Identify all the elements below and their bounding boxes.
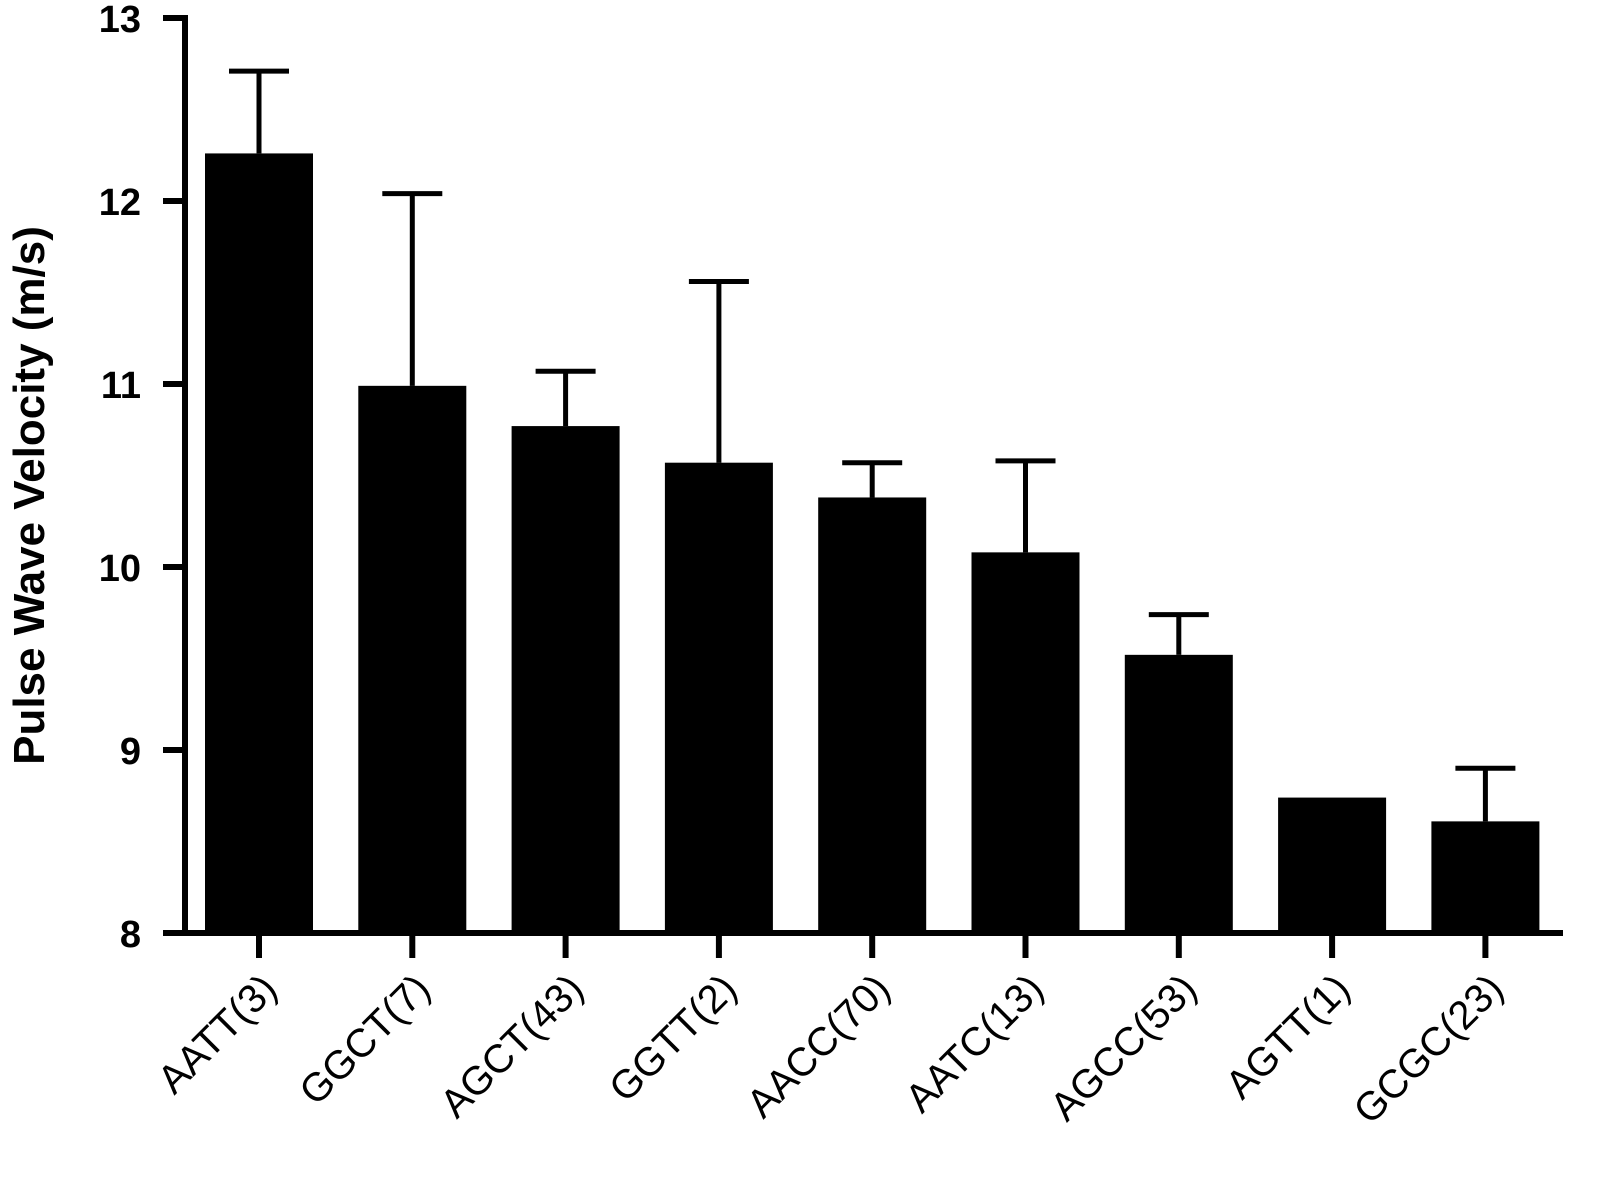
bar xyxy=(358,385,467,934)
bar xyxy=(1124,654,1233,933)
y-axis-label: Pulse Wave Velocity (m/s) xyxy=(5,226,54,765)
y-tick-label: 8 xyxy=(120,914,141,956)
y-tick-label: 12 xyxy=(99,182,141,224)
bar xyxy=(205,153,313,934)
y-tick-label: 9 xyxy=(120,731,141,773)
y-tick-label: 13 xyxy=(99,0,141,41)
x-tick-label: AGCC(53) xyxy=(1042,966,1205,1129)
x-tick-label: GGCT(7) xyxy=(291,966,438,1113)
x-tick-label: AATC(13) xyxy=(897,966,1052,1121)
x-tick-label: GGTT(2) xyxy=(601,966,745,1110)
x-tick-label: AGCT(43) xyxy=(432,966,592,1126)
y-tick-label: 11 xyxy=(101,365,141,407)
bars-group xyxy=(205,153,1540,934)
x-tick-label: AGTT(1) xyxy=(1217,966,1358,1107)
y-tick-label: 10 xyxy=(99,548,141,590)
x-tick-label: GCGC(23) xyxy=(1345,966,1511,1132)
y-ticks-group: 8 9 10 11 12 13 xyxy=(99,0,185,956)
x-tick-label: AACC(70) xyxy=(739,966,899,1126)
bar xyxy=(818,497,927,933)
bar xyxy=(1278,797,1387,933)
bar xyxy=(1431,821,1540,933)
bar xyxy=(511,426,620,933)
error-bars-group xyxy=(229,68,1516,822)
bar xyxy=(664,462,773,933)
x-tick-label: AATT(3) xyxy=(149,966,285,1102)
bar xyxy=(971,552,1080,933)
x-ticks-group: AATT(3) GGCT(7)AGCT(43) GGTT(2)AACC(70)AAT… xyxy=(149,933,1512,1133)
